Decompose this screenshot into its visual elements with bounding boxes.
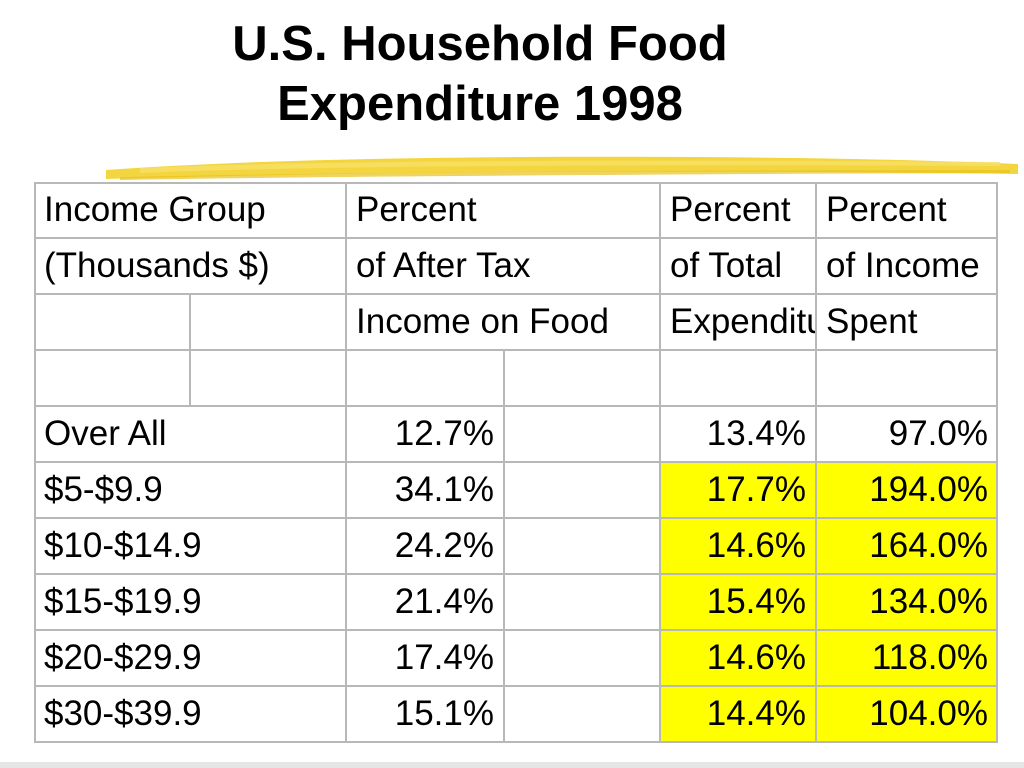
grid-line bbox=[34, 349, 998, 351]
income-group-cell: $10-$14.9 bbox=[44, 526, 202, 565]
grid-line bbox=[34, 573, 998, 575]
grid-line bbox=[34, 293, 998, 295]
value-cell: 17.4% bbox=[394, 638, 494, 677]
value-cell: 21.4% bbox=[394, 582, 494, 621]
value-cell: 13.4% bbox=[706, 414, 806, 453]
grid-line bbox=[34, 237, 998, 239]
value-cell: 15.1% bbox=[394, 694, 494, 733]
grid-line bbox=[34, 629, 998, 631]
grid-line bbox=[659, 182, 661, 742]
header-cell: Income Group bbox=[44, 190, 266, 229]
income-group-cell: $20-$29.9 bbox=[44, 638, 202, 677]
income-group-cell: $15-$19.9 bbox=[44, 582, 202, 621]
title-line-1: U.S. Household Food bbox=[232, 17, 728, 71]
highlighter-underline bbox=[106, 156, 1018, 180]
value-cell: 134.0% bbox=[816, 574, 998, 630]
grid-line bbox=[34, 685, 998, 687]
value-cell: 164.0% bbox=[816, 518, 998, 574]
title-line-2: Expenditure 1998 bbox=[277, 77, 683, 131]
value-cell: 14.6% bbox=[660, 518, 816, 574]
grid-line bbox=[34, 182, 36, 742]
grid-line bbox=[189, 294, 191, 406]
header-cell: Percent bbox=[356, 190, 477, 229]
grid-line bbox=[34, 461, 998, 463]
value-cell: 34.1% bbox=[394, 470, 494, 509]
value-cell: 97.0% bbox=[888, 414, 988, 453]
income-group-cell: $5-$9.9 bbox=[44, 470, 163, 509]
grid-line bbox=[34, 517, 998, 519]
grid-line bbox=[503, 350, 505, 742]
value-cell: 14.6% bbox=[660, 630, 816, 686]
header-cell: Spent bbox=[826, 302, 918, 341]
grid-line bbox=[345, 182, 347, 742]
value-cell: 12.7% bbox=[394, 414, 494, 453]
header-cell: of After Tax bbox=[356, 246, 531, 285]
header-cell: Percent bbox=[826, 190, 947, 229]
grid-line bbox=[34, 182, 998, 184]
value-cell: 15.4% bbox=[660, 574, 816, 630]
income-group-cell: Over All bbox=[44, 414, 167, 453]
header-cell: Income on Food bbox=[356, 302, 609, 341]
income-group-cell: $30-$39.9 bbox=[44, 694, 202, 733]
value-cell: 194.0% bbox=[816, 462, 998, 518]
header-cell: of Income bbox=[826, 246, 980, 285]
slide-title: U.S. Household Food Expenditure 1998 bbox=[0, 14, 960, 134]
header-cell: Expenditure bbox=[670, 302, 816, 341]
header-cell: of Total bbox=[670, 246, 783, 285]
value-cell: 104.0% bbox=[816, 686, 998, 742]
header-cell: Percent bbox=[670, 190, 791, 229]
grid-line bbox=[996, 182, 998, 742]
value-cell: 14.4% bbox=[660, 686, 816, 742]
food-expenditure-table: Income Group Percent Percent Percent (Thousa… bbox=[34, 182, 998, 743]
value-cell: 24.2% bbox=[394, 526, 494, 565]
grid-line bbox=[815, 182, 817, 742]
header-cell: (Thousands $) bbox=[44, 246, 270, 285]
value-cell: 17.7% bbox=[660, 462, 816, 518]
value-cell: 118.0% bbox=[816, 630, 998, 686]
grid-line bbox=[34, 741, 998, 743]
grid-line bbox=[34, 405, 998, 407]
slide-bottom-edge bbox=[0, 762, 1024, 768]
